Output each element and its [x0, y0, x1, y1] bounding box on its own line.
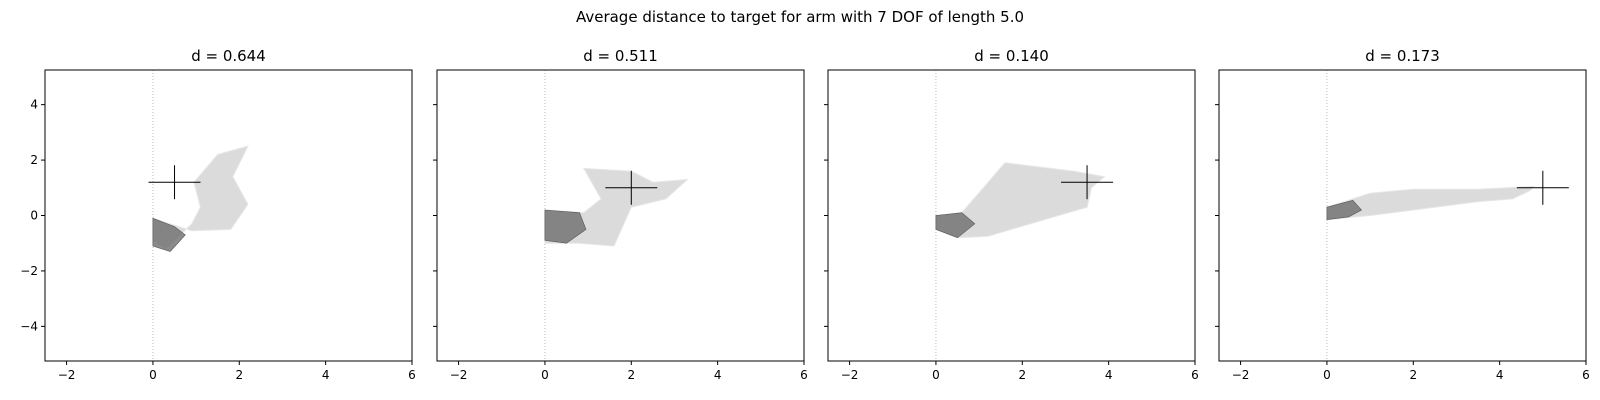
plot-contents: [544, 70, 689, 361]
y-tick-label: −4: [20, 319, 38, 333]
subplot-3: −2 0 2 4 6 d = 0.140: [824, 47, 1199, 382]
x-tick-label: 0: [541, 368, 549, 382]
arm-base-region: [544, 209, 587, 244]
x-tick-label: 2: [235, 368, 243, 382]
x-tick-label: 0: [1323, 368, 1331, 382]
subplot-title: d = 0.511: [583, 47, 658, 65]
x-tick-label: −2: [450, 368, 468, 382]
x-tick-label: 2: [627, 368, 635, 382]
x-tick-label: −2: [1232, 368, 1250, 382]
x-tick-label: 4: [1496, 368, 1504, 382]
arm-base-region: [935, 212, 976, 239]
x-tick-label: −2: [841, 368, 859, 382]
subplot-4: −2 0 2 4 6 d = 0.173: [1215, 47, 1590, 382]
x-tick-label: 4: [714, 368, 722, 382]
arm-envelope: [1326, 185, 1536, 221]
subplot-1: −2 0 2 4 6 −4 −2 0 2 4 d = 0.644: [20, 47, 416, 382]
subplot-title: d = 0.644: [191, 47, 266, 65]
x-tick-label: 6: [800, 368, 808, 382]
x-tick-label: 4: [1105, 368, 1113, 382]
y-tick-label: −2: [20, 264, 38, 278]
x-tick-label: 6: [1191, 368, 1199, 382]
y-tick-label: 4: [30, 98, 38, 112]
plot-contents: [935, 70, 1114, 361]
plot-area: [1219, 70, 1586, 361]
plot-contents: [148, 70, 249, 361]
plot-contents: [1326, 70, 1569, 361]
y-tick-label: 2: [30, 153, 38, 167]
y-tick-label: 0: [30, 209, 38, 223]
subplot-2: −2 0 2 4 6 d = 0.511: [433, 47, 808, 382]
arm-base-region: [1326, 199, 1362, 221]
x-tick-label: 0: [932, 368, 940, 382]
x-tick-label: 6: [408, 368, 416, 382]
x-tick-label: 6: [1582, 368, 1590, 382]
x-tick-label: −2: [58, 368, 76, 382]
figure-title: Average distance to target for arm with …: [576, 8, 1024, 26]
subplot-title: d = 0.140: [974, 47, 1049, 65]
x-tick-label: 0: [149, 368, 157, 382]
x-tick-label: 2: [1018, 368, 1026, 382]
subplot-grid: −2 0 2 4 6 −4 −2 0 2 4 d = 0.644 −2 0 2 4 6 d = 0.511 −2 0…: [20, 47, 1590, 382]
x-tick-label: 2: [1409, 368, 1417, 382]
x-tick-label: 4: [322, 368, 330, 382]
subplot-title: d = 0.173: [1365, 47, 1440, 65]
arm-base-region: [152, 217, 186, 252]
